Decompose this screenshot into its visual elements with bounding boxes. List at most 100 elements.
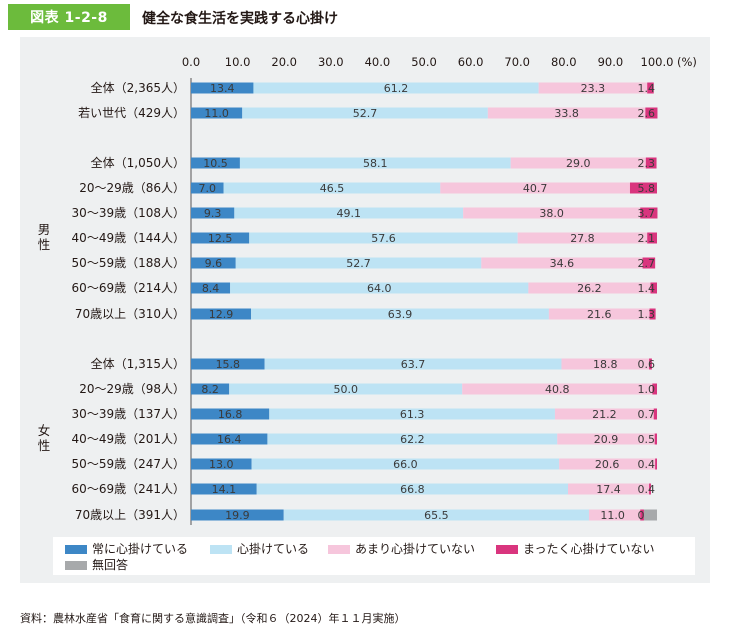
x-tick-label: 20.0 bbox=[271, 55, 297, 69]
bar-segment bbox=[463, 207, 641, 219]
data-label: 63.7 bbox=[401, 358, 426, 371]
bar-segment bbox=[191, 458, 252, 470]
legend-label: 常に心掛けている bbox=[92, 541, 188, 556]
data-label: 1.0 bbox=[638, 383, 656, 396]
data-label: 14.1 bbox=[212, 483, 237, 496]
data-label: 3.7 bbox=[638, 207, 656, 220]
stacked-bar-chart: 0.0 10.0 20.0 30.0 40.0 50.0 60.0 70.0 80.0 90.0 1… bbox=[38, 55, 697, 575]
bar-segment bbox=[191, 232, 250, 244]
bar-segment bbox=[645, 107, 658, 119]
x-tick-label: 70.0 bbox=[504, 55, 530, 69]
bar-segment bbox=[481, 257, 643, 269]
bar-segment bbox=[653, 408, 657, 420]
data-label: 49.1 bbox=[336, 207, 361, 220]
data-label: 12.5 bbox=[208, 232, 233, 245]
data-label: 17.4 bbox=[596, 483, 621, 496]
x-tick-label: 50.0 bbox=[411, 55, 437, 69]
data-label: 61.3 bbox=[400, 408, 425, 421]
data-label: 0.4 bbox=[638, 458, 656, 471]
data-label: 8.2 bbox=[201, 383, 219, 396]
bar-segment bbox=[191, 82, 254, 94]
data-label: 40.7 bbox=[523, 182, 548, 195]
data-label: 18.8 bbox=[593, 358, 618, 371]
row-label: 若い世代（429人） bbox=[78, 106, 185, 120]
data-label: 58.1 bbox=[363, 157, 388, 170]
x-tick-label: 30.0 bbox=[318, 55, 344, 69]
bar-segment bbox=[191, 107, 243, 119]
bar-segment bbox=[249, 232, 518, 244]
bar-segment bbox=[191, 182, 224, 194]
bar-segment bbox=[640, 207, 658, 219]
data-label: 11.0 bbox=[600, 509, 625, 522]
bar-segment bbox=[440, 182, 630, 194]
data-label: 2.6 bbox=[638, 107, 656, 120]
bar-segment bbox=[559, 458, 656, 470]
data-label: 1.4 bbox=[638, 82, 656, 95]
row-label: 全体（1,050人） bbox=[91, 155, 185, 170]
bar-segment bbox=[191, 408, 270, 420]
bar-segment bbox=[229, 383, 463, 395]
legend-label: あまり心掛けていない bbox=[355, 541, 475, 556]
legend-swatch bbox=[496, 545, 518, 554]
group-label: 女 bbox=[38, 423, 51, 438]
data-label: 34.6 bbox=[550, 257, 575, 270]
legend-label: 心掛けている bbox=[237, 541, 309, 556]
data-label: 21.2 bbox=[592, 408, 617, 421]
legend-swatch bbox=[210, 545, 232, 554]
bar-segment bbox=[642, 257, 656, 269]
bar-segment bbox=[191, 383, 230, 395]
bar-segment bbox=[554, 408, 654, 420]
bar-segment bbox=[191, 509, 284, 521]
row-label: 60～69歳（241人） bbox=[72, 482, 185, 496]
bar-segment bbox=[283, 509, 589, 521]
row-label: 40～49歳（201人） bbox=[72, 432, 185, 446]
row-label: 30～39歳（137人） bbox=[72, 407, 185, 421]
bar-segment bbox=[528, 282, 651, 294]
data-label: 15.8 bbox=[216, 358, 241, 371]
figure-header: 図表 1-2-8 健全な食生活を実践する心掛け bbox=[0, 0, 730, 36]
legend-swatch bbox=[328, 545, 350, 554]
bar-segment bbox=[649, 358, 652, 370]
data-label: 66.0 bbox=[393, 458, 418, 471]
bar-segment bbox=[191, 282, 231, 294]
data-label: 8.4 bbox=[202, 282, 220, 295]
group-label: 男 bbox=[38, 222, 51, 237]
bar-segment bbox=[269, 408, 555, 420]
bar-segment bbox=[510, 157, 646, 169]
x-tick-label: 40.0 bbox=[365, 55, 391, 69]
data-label: 23.3 bbox=[581, 82, 606, 95]
bar-segment bbox=[223, 182, 441, 194]
bar-segment bbox=[267, 433, 558, 445]
data-label: 40.8 bbox=[545, 383, 570, 396]
figure-title: 健全な食生活を実践する心掛け bbox=[142, 11, 338, 27]
bar-segment bbox=[256, 483, 568, 495]
data-label: 19.9 bbox=[225, 509, 250, 522]
bar-segment bbox=[643, 509, 657, 521]
data-label: 9.6 bbox=[205, 257, 223, 270]
data-label: 16.4 bbox=[217, 433, 242, 446]
data-label: 26.2 bbox=[577, 282, 602, 295]
data-label: 21.6 bbox=[587, 308, 612, 321]
bar-segment bbox=[264, 358, 562, 370]
bar-segment bbox=[647, 82, 654, 94]
bar-segment bbox=[640, 509, 644, 521]
bar-segment bbox=[251, 458, 560, 470]
data-label: 7.0 bbox=[199, 182, 217, 195]
bar-segment bbox=[191, 157, 240, 169]
bar-segment bbox=[649, 308, 656, 320]
data-label: 62.2 bbox=[400, 433, 425, 446]
data-label: 0.5 bbox=[638, 433, 656, 446]
data-label: 29.0 bbox=[566, 157, 591, 170]
row-label: 30～39歳（108人） bbox=[72, 206, 185, 220]
data-label: 20.6 bbox=[595, 458, 620, 471]
bar-segment bbox=[251, 308, 549, 320]
row-label: 20～29歳（98人） bbox=[79, 382, 185, 396]
data-label: 33.8 bbox=[554, 107, 579, 120]
data-label: 0.6 bbox=[638, 358, 656, 371]
group-label: 性 bbox=[38, 438, 51, 453]
bar-segment bbox=[253, 82, 539, 94]
bar-segment bbox=[645, 157, 657, 169]
data-label: 57.6 bbox=[371, 232, 396, 245]
data-label: 12.9 bbox=[209, 308, 234, 321]
row-label: 20～29歳（86人） bbox=[79, 181, 185, 195]
